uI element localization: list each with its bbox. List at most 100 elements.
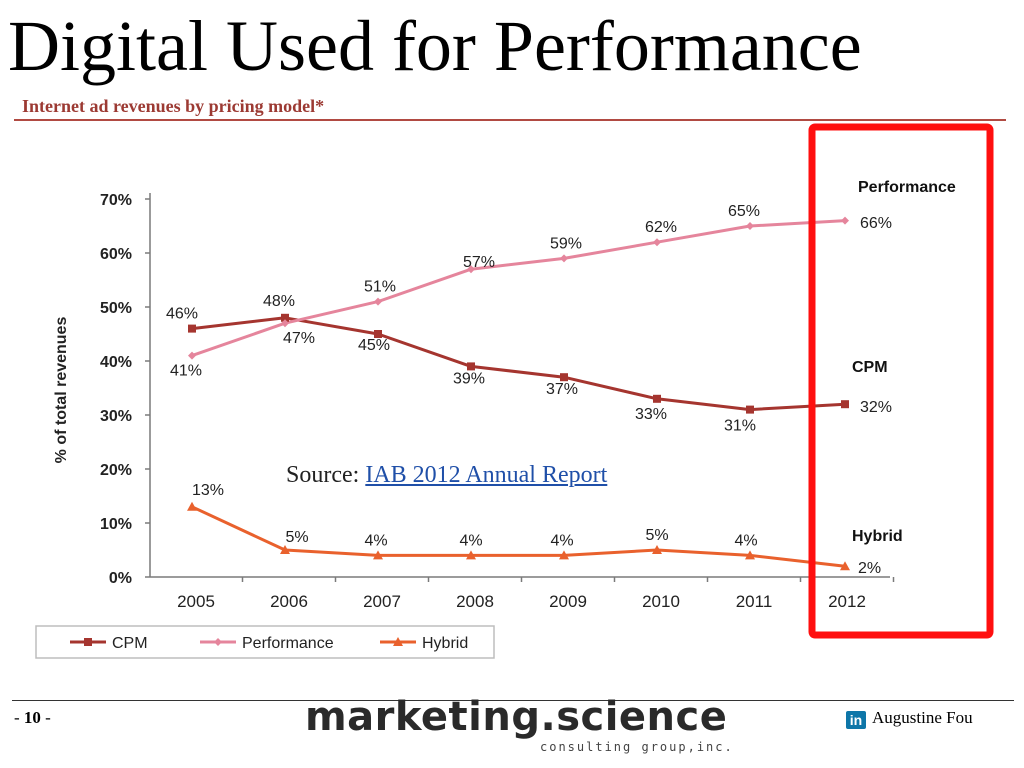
source-prefix: Source: — [286, 462, 360, 488]
marker-performance — [467, 265, 475, 274]
chart-legend: CPM Performance Hybrid — [35, 625, 495, 659]
legend-label-performance: Performance — [242, 635, 334, 652]
marker-cpm — [188, 324, 196, 333]
data-label: 51% — [364, 279, 396, 296]
source-note: Source: IAB 2012 Annual Report — [286, 462, 607, 489]
data-label: 57% — [463, 254, 495, 271]
line-chart: 0% 10% 20% 30% 40% 50% 60% 70% 2005 2006 2007 2008 2… — [35, 123, 994, 659]
author: in Augustine Fou — [846, 708, 973, 729]
data-label: 45% — [358, 337, 390, 354]
y-tick-label: 50% — [100, 300, 132, 317]
marker-cpm — [281, 313, 289, 322]
data-label: 37% — [546, 381, 578, 398]
source-link[interactable]: IAB 2012 Annual Report — [365, 462, 608, 488]
data-label: 65% — [728, 203, 760, 220]
y-tick-label: 70% — [100, 192, 132, 209]
brand-logo-text: marketing.science — [305, 694, 728, 740]
series-end-labels: CPM Performance Hybrid — [852, 179, 956, 545]
series-line-performance — [191, 219, 846, 358]
page-prefix: - — [14, 708, 20, 727]
series-end-label-cpm: CPM — [852, 359, 888, 376]
marker-hybrid — [187, 501, 197, 511]
marker-cpm — [746, 405, 754, 414]
y-tick-label: 20% — [100, 462, 132, 479]
data-label: 59% — [550, 235, 582, 252]
y-tick-label: 30% — [100, 408, 132, 425]
x-tick-label: 2006 — [270, 592, 308, 611]
marker-cpm — [653, 394, 661, 403]
marker-performance — [841, 216, 849, 225]
y-tick-label: 10% — [100, 516, 132, 533]
x-tick-label: 2011 — [736, 592, 773, 611]
series-end-label-hybrid: Hybrid — [852, 528, 903, 545]
legend-marker-performance — [214, 638, 222, 646]
y-tick-label: 60% — [100, 246, 132, 263]
x-tick-label: 2010 — [642, 592, 680, 611]
marker-hybrid — [652, 545, 662, 554]
data-label: 5% — [645, 527, 668, 544]
chart-axes: 0% 10% 20% 30% 40% 50% 60% 70% 2005 2006 2007 2008 2… — [53, 192, 895, 611]
series-line-hybrid — [191, 505, 846, 568]
y-axis-title: % of total revenues — [53, 317, 70, 464]
series-end-label-performance: Performance — [858, 179, 956, 196]
data-label: 4% — [459, 532, 482, 549]
marker-cpm — [467, 362, 475, 371]
marker-hybrid — [559, 550, 569, 560]
marker-performance — [653, 238, 661, 247]
marker-hybrid — [466, 550, 476, 560]
series-lines — [191, 219, 846, 568]
page-number: - 10 - — [14, 708, 51, 728]
legend-box — [35, 625, 495, 659]
marker-hybrid — [373, 550, 383, 560]
marker-performance — [188, 351, 196, 360]
linkedin-icon[interactable]: in — [846, 711, 866, 729]
data-label: 47% — [283, 330, 315, 347]
data-label: 62% — [645, 219, 677, 236]
legend-marker-hybrid — [393, 637, 403, 646]
marker-cpm — [841, 400, 849, 409]
marker-hybrid — [840, 561, 850, 571]
data-label: 46% — [166, 306, 198, 323]
data-label: 66% — [860, 215, 892, 232]
legend-label-cpm: CPM — [112, 635, 148, 652]
x-tick-label: 2009 — [549, 592, 587, 611]
x-tick-label: 2005 — [177, 592, 215, 611]
page-number-value: 10 — [23, 708, 41, 727]
marker-cpm — [374, 330, 382, 338]
data-labels: 46% 48% 45% 39% 37% 33% 31% 32% 41% 47% 51% 57% 59% 6… — [166, 203, 892, 577]
marker-performance — [374, 297, 382, 306]
series-markers — [187, 216, 850, 571]
data-label: 41% — [170, 363, 202, 380]
data-label: 4% — [550, 532, 573, 549]
data-label: 4% — [364, 532, 387, 549]
marker-hybrid — [280, 545, 290, 554]
data-label: 32% — [860, 399, 892, 416]
data-label: 4% — [734, 532, 757, 549]
x-tick-label: 2012 — [828, 592, 866, 611]
marker-cpm — [560, 373, 568, 382]
data-label: 39% — [453, 370, 485, 387]
marker-performance — [281, 319, 289, 328]
data-label: 33% — [635, 406, 667, 423]
y-tick-label: 0% — [109, 570, 132, 587]
page-suffix: - — [45, 708, 51, 727]
data-label: 2% — [858, 560, 881, 577]
y-tick-label: 40% — [100, 354, 132, 371]
marker-hybrid — [745, 550, 755, 560]
x-tick-label: 2007 — [363, 592, 401, 611]
title-divider — [14, 119, 1006, 121]
data-label: 48% — [263, 293, 295, 310]
x-tick-label: 2008 — [456, 592, 494, 611]
marker-performance — [560, 254, 568, 263]
chart-title: Internet ad revenues by pricing model* — [22, 96, 325, 116]
data-label: 31% — [724, 418, 756, 435]
data-label: 5% — [285, 529, 308, 546]
author-name: Augustine Fou — [872, 708, 973, 727]
marker-performance — [746, 222, 754, 230]
legend-marker-cpm — [84, 638, 92, 646]
highlight-box-2012 — [808, 123, 994, 639]
brand-tagline: consulting group,inc. — [540, 740, 734, 754]
footer-divider — [12, 700, 1014, 701]
slide-title: Digital Used for Performance — [8, 6, 862, 86]
data-label: 13% — [192, 482, 224, 499]
